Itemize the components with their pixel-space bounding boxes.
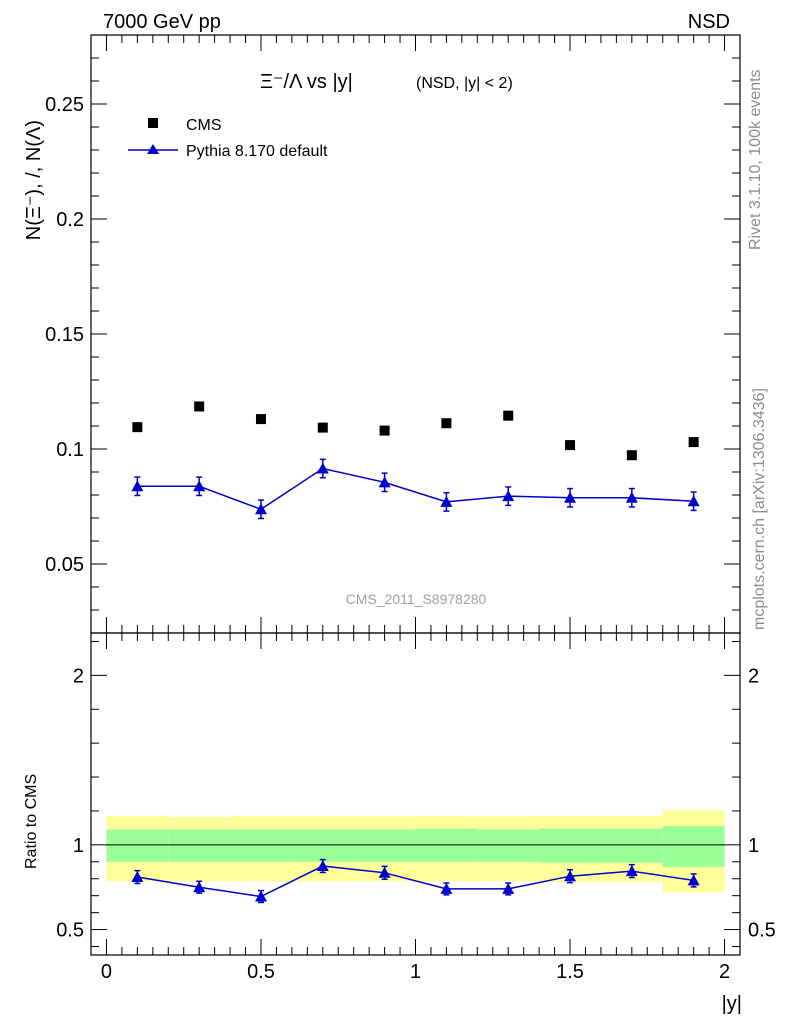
- green-band-4: [353, 829, 416, 862]
- main-ylabel: N(Ξ⁻), /, N(Λ): [23, 120, 45, 240]
- ratio-pythia-point: [254, 890, 267, 902]
- ratio-pythia-point: [564, 870, 577, 882]
- main-panel: Ξ⁻/Λ vs |y| (NSD, |y| < 2) N(Ξ⁻), /, N(Λ…: [23, 34, 741, 634]
- legend: CMS Pythia 8.170 default: [128, 117, 328, 160]
- pythia-point: [687, 495, 700, 507]
- ratio-panel: Ratio to CMS |y| 0 0.5 1 1.5 2 0.5 0.5 1 1 2 2: [23, 632, 776, 1015]
- legend-pythia-marker: [147, 144, 159, 154]
- mcplots-label: mcplots.cern.ch [arXiv:1306.3436]: [751, 388, 768, 630]
- cms-point: [626, 450, 637, 461]
- cms-point: [317, 422, 328, 433]
- main-subtitle: (NSD, |y| < 2): [416, 75, 513, 92]
- pythia-point: [316, 462, 329, 474]
- ratio-y-tick-label: 0.5: [56, 920, 84, 942]
- legend-pythia-label: Pythia 8.170 default: [186, 143, 328, 160]
- cms-point: [441, 418, 452, 429]
- watermark: CMS_2011_S8978280: [346, 591, 487, 607]
- cms-point: [565, 440, 576, 451]
- pythia-point: [625, 491, 638, 503]
- ratio-pythia-point: [625, 865, 638, 877]
- ratio-y-tick-label-right: 0.5: [748, 920, 776, 942]
- x-tick-label: 0: [101, 961, 112, 983]
- ratio-y-tick-label-right: 1: [748, 835, 759, 857]
- pythia-point: [131, 480, 144, 492]
- legend-cms-label: CMS: [186, 117, 222, 134]
- ratio-pythia-point: [687, 874, 700, 886]
- ratio-ylabel: Ratio to CMS: [23, 774, 40, 869]
- ratio-frame: [90, 632, 741, 956]
- cms-point: [255, 414, 266, 425]
- ratio-pythia-point: [378, 866, 391, 878]
- green-band-6: [477, 829, 540, 862]
- y-tick-label: 0.2: [56, 209, 84, 231]
- green-band-0: [106, 829, 169, 862]
- y-tick-label: 0.25: [45, 94, 84, 116]
- x-tick-label: 2: [719, 961, 730, 983]
- x-tick-label: 0.5: [247, 961, 275, 983]
- x-axis-label: |y|: [722, 993, 742, 1015]
- y-tick-label: 0.1: [56, 439, 84, 461]
- ratio-y-tick-label: 2: [73, 665, 84, 687]
- green-band-8: [600, 828, 663, 863]
- x-tick-label: 1: [410, 961, 421, 983]
- cms-point: [194, 401, 205, 412]
- ratio-pythia-point: [131, 871, 144, 883]
- ratio-y-tick-label-right: 2: [748, 665, 759, 687]
- y-tick-label: 0.15: [45, 324, 84, 346]
- green-band-3: [291, 829, 354, 862]
- green-band-7: [539, 828, 601, 863]
- pythia-line: [137, 467, 694, 511]
- pythia-point: [254, 503, 267, 515]
- ratio-y-tick-label: 1: [73, 835, 84, 857]
- green-band-1: [168, 829, 231, 862]
- header-left: 7000 GeV pp: [103, 11, 221, 33]
- x-tick-label: 1.5: [556, 961, 584, 983]
- ratio-pythia-line: [137, 865, 694, 898]
- legend-cms-marker: [148, 118, 158, 128]
- cms-point: [503, 410, 514, 421]
- pythia-point: [564, 491, 577, 503]
- rivet-label: Rivet 3.1.10, 100k events: [747, 69, 764, 250]
- pythia-point: [440, 495, 453, 507]
- cms-point: [132, 422, 143, 433]
- ratio-pythia-point: [502, 882, 515, 894]
- ratio-pythia-point: [440, 882, 453, 894]
- pythia-point: [502, 490, 515, 502]
- pythia-point: [193, 480, 206, 492]
- main-title: Ξ⁻/Λ vs |y|: [260, 71, 353, 93]
- cms-point: [688, 437, 699, 448]
- pythia-point: [378, 476, 391, 488]
- cms-point: [379, 425, 390, 436]
- green-band-9: [662, 826, 725, 867]
- ratio-pythia-point: [193, 881, 206, 893]
- header-right: NSD: [688, 11, 730, 33]
- green-band-2: [230, 829, 292, 862]
- y-tick-label: 0.05: [45, 554, 84, 576]
- ratio-pythia-point: [316, 860, 329, 872]
